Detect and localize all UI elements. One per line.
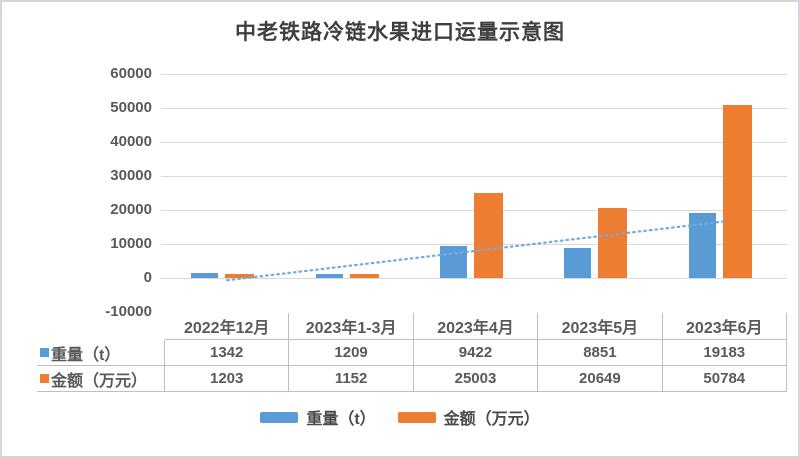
bar-amount-0 — [225, 273, 255, 278]
legend-label-weight: 重量（t） — [306, 411, 376, 428]
table-rowlabel-weight: 重量（t） — [37, 340, 165, 366]
legend-label-amount: 金额（万元） — [443, 411, 540, 428]
y-axis-tick-label: 50000 — [110, 99, 152, 116]
table-header-0: 2022年12月 — [165, 313, 290, 340]
gridline-60000 — [161, 74, 787, 75]
y-axis-tick-label: 60000 — [110, 65, 152, 82]
table-value-weight-1: 1209 — [289, 340, 414, 366]
row-marker-weight — [40, 348, 49, 357]
table-value-weight-2: 9422 — [413, 340, 539, 366]
table-value-amount-0: 1203 — [165, 366, 290, 392]
y-axis-tick-label: 20000 — [110, 201, 152, 218]
table-value-weight-3: 8851 — [538, 340, 663, 366]
gridline-50000 — [161, 108, 787, 109]
bar-amount-4 — [722, 105, 752, 278]
table-header-3: 2023年5月 — [538, 313, 663, 340]
bar-amount-2 — [474, 192, 503, 278]
bar-amount-1 — [349, 274, 379, 278]
row-marker-amount — [40, 374, 49, 383]
bar-amount-3 — [598, 207, 628, 278]
table-value-amount-4: 50784 — [662, 366, 787, 392]
bar-weight-4 — [688, 212, 716, 278]
table-value-amount-2: 25003 — [413, 366, 539, 392]
table-header-4: 2023年6月 — [662, 313, 787, 340]
y-axis-tick-label: -10000 — [105, 303, 152, 320]
table-header-2: 2023年4月 — [413, 313, 539, 340]
table-value-amount-1: 1152 — [289, 366, 414, 392]
bar-weight-1 — [315, 273, 343, 278]
gridline-0 — [161, 278, 787, 279]
table-rowlabel-amount: 金额（万元） — [37, 366, 165, 392]
chart-title: 中老铁路冷链水果进口运量示意图 — [235, 21, 565, 44]
table-value-weight-0: 1342 — [165, 340, 290, 366]
table-header-1: 2023年1-3月 — [289, 313, 414, 340]
table-value-amount-3: 20649 — [538, 366, 663, 392]
legend-swatch-weight — [260, 411, 299, 423]
legend-swatch-amount — [397, 411, 436, 423]
y-axis-tick-label: 40000 — [110, 133, 152, 150]
table-value-weight-4: 19183 — [662, 340, 787, 366]
bar-weight-3 — [564, 247, 592, 278]
y-axis-tick-label: 10000 — [110, 235, 152, 252]
bar-weight-2 — [440, 245, 467, 278]
gridline-40000 — [161, 142, 787, 143]
y-axis-tick-label: 0 — [143, 269, 152, 286]
y-axis-tick-label: 30000 — [110, 167, 152, 184]
legend: 重量（t） 金额（万元） — [2, 405, 798, 429]
gridline-30000 — [161, 176, 787, 177]
bar-weight-0 — [191, 273, 219, 278]
